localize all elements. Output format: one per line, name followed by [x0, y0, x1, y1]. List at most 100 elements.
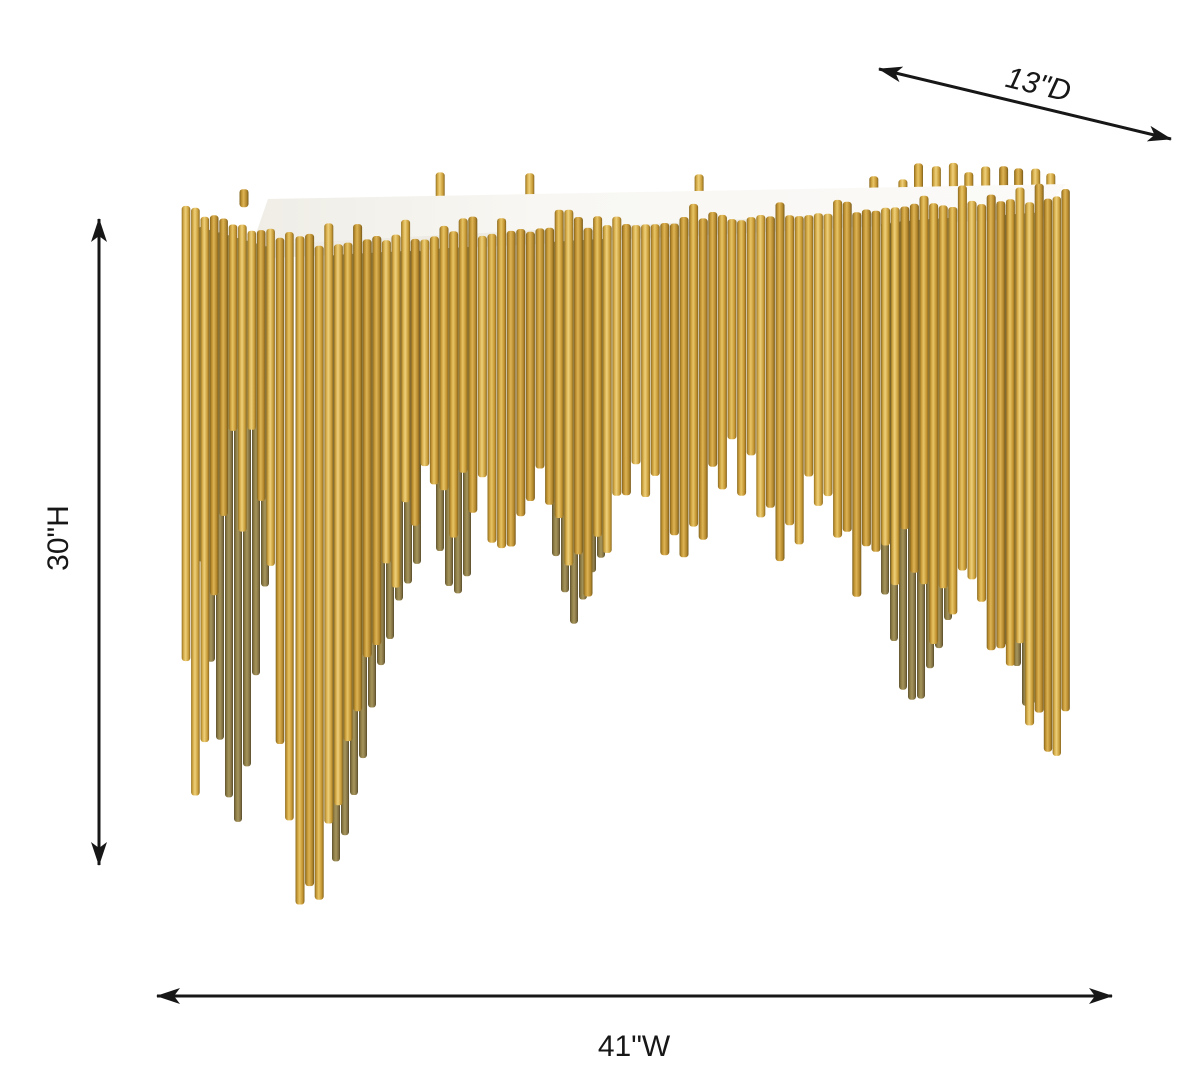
- gold-tube: [266, 228, 275, 566]
- gold-tube: [957, 185, 967, 571]
- gold-tube: [813, 213, 823, 506]
- gold-tube: [621, 224, 631, 496]
- gold-tube: [1034, 183, 1044, 713]
- gold-tube: [449, 231, 459, 538]
- gold-tube: [1043, 198, 1053, 752]
- gold-tube: [641, 224, 651, 497]
- gold-tube: [785, 215, 795, 526]
- gold-tube: [420, 239, 430, 467]
- gold-tube: [439, 225, 449, 491]
- gold-tube: [285, 232, 294, 821]
- gold-tube: [487, 233, 497, 543]
- gold-tube: [468, 216, 478, 513]
- gold-tube: [909, 203, 919, 573]
- gold-tube: [986, 194, 996, 651]
- gold-tube: [564, 209, 574, 566]
- left-end-tubes: [181, 205, 294, 821]
- gold-tube: [1025, 202, 1035, 726]
- gold-tube: [200, 216, 210, 743]
- gold-tube: [593, 216, 603, 537]
- gold-tube: [181, 205, 191, 662]
- gold-tube: [833, 199, 843, 538]
- gold-tube: [219, 218, 228, 516]
- dimension-width: 41"W: [156, 988, 1113, 1063]
- gold-tube: [602, 225, 612, 553]
- front-fringe-tubes: [295, 183, 1044, 905]
- gold-tube: [353, 224, 363, 712]
- gold-tube: [900, 206, 910, 530]
- gold-tube: [516, 229, 526, 517]
- gold-tube: [948, 207, 958, 615]
- gold-tube: [938, 205, 948, 589]
- stub-tube: [239, 189, 249, 208]
- gold-tube: [775, 202, 785, 562]
- gold-tube: [497, 218, 507, 549]
- width-label: 41"W: [598, 1030, 671, 1063]
- gold-tube: [881, 207, 891, 546]
- right-end-tubes: [1043, 189, 1070, 756]
- gold-tube: [401, 219, 411, 503]
- gold-tube: [429, 236, 439, 485]
- gold-tube: [372, 236, 382, 645]
- gold-tube: [238, 224, 247, 532]
- dimension-height: 30"H: [42, 218, 107, 866]
- gold-tube: [871, 210, 881, 552]
- gold-tube: [717, 214, 727, 490]
- gold-tube: [324, 223, 334, 824]
- gold-tube: [343, 242, 353, 742]
- gold-tube: [698, 218, 708, 540]
- gold-tube: [314, 245, 324, 900]
- gold-tube: [1005, 199, 1015, 666]
- gold-tube: [305, 233, 315, 887]
- gold-tube: [929, 203, 939, 645]
- gold-tube: [669, 223, 679, 536]
- gold-tube: [823, 213, 833, 497]
- gold-tube: [804, 215, 814, 477]
- gold-tube: [506, 230, 516, 547]
- gold-tube: [410, 238, 420, 526]
- gold-tube: [737, 220, 747, 496]
- gold-tube: [861, 209, 871, 547]
- gold-tube: [247, 230, 257, 430]
- gold-tube: [746, 217, 756, 456]
- gold-tube: [852, 212, 862, 597]
- gold-tube: [631, 225, 641, 465]
- gold-tube: [708, 212, 718, 467]
- gold-tube: [765, 216, 775, 508]
- gold-tube: [919, 195, 929, 585]
- gold-tube: [525, 231, 535, 502]
- gold-tube: [1061, 189, 1070, 712]
- gold-tube: [689, 203, 699, 527]
- gold-tube: [977, 204, 987, 602]
- gold-tube: [573, 217, 583, 555]
- gold-tube: [554, 209, 564, 518]
- gold-tube: [295, 236, 305, 905]
- dimension-depth: 13"D: [878, 61, 1172, 142]
- gold-tube: [228, 224, 238, 431]
- gold-tube: [727, 219, 737, 440]
- height-label: 30"H: [42, 505, 75, 571]
- gold-tube: [650, 224, 660, 476]
- gold-tube: [381, 240, 391, 564]
- gold-tube: [1052, 196, 1061, 756]
- gold-tube: [660, 223, 670, 556]
- gold-tube: [967, 200, 977, 580]
- gold-tube: [1015, 187, 1025, 644]
- gold-tube: [209, 215, 219, 596]
- gold-tube: [756, 215, 766, 518]
- gold-tube: [842, 201, 852, 532]
- depth-arrow: [878, 66, 1172, 142]
- gold-tube: [545, 227, 555, 505]
- gold-tube: [612, 216, 622, 496]
- gold-tube: [794, 216, 804, 545]
- gold-tube: [275, 237, 285, 745]
- gold-tube: [256, 230, 266, 501]
- gold-tube: [535, 228, 545, 469]
- gold-tube: [996, 201, 1006, 649]
- gold-tube: [583, 227, 593, 597]
- gold-tube: [890, 207, 900, 586]
- gold-tube: [333, 244, 343, 806]
- gold-tube: [391, 234, 401, 588]
